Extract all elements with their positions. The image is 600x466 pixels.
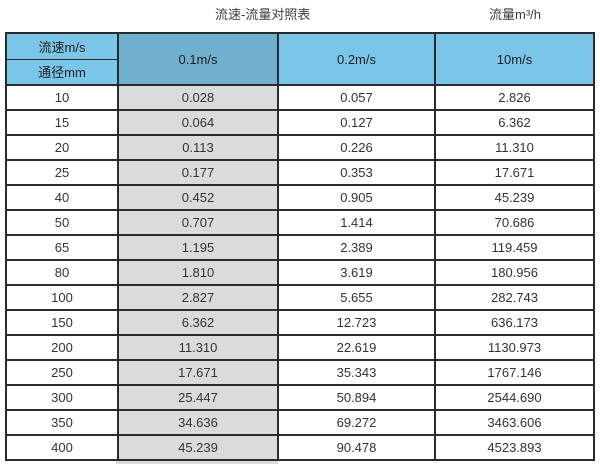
diameter-cell: 40 xyxy=(5,184,119,211)
flow-cell-10ms: 119.459 xyxy=(434,234,595,261)
diameter-cell: 10 xyxy=(5,84,119,111)
flow-cell-0-2ms: 5.655 xyxy=(277,284,436,311)
flow-cell-0-1ms: 0.177 xyxy=(117,159,279,186)
diameter-cell: 350 xyxy=(5,409,119,436)
corner-velocity-label: 流速m/s xyxy=(5,32,119,60)
column-header-0-2ms: 0.2m/s xyxy=(277,32,436,86)
diameter-cell: 65 xyxy=(5,234,119,261)
flow-cell-0-1ms: 0.064 xyxy=(117,109,279,136)
flow-cell-10ms: 17.671 xyxy=(434,159,595,186)
table-row: 25 0.177 0.353 17.671 xyxy=(5,159,595,186)
flow-cell-0-1ms: 1.810 xyxy=(117,259,279,286)
diameter-cell: 20 xyxy=(5,134,119,161)
column-header-10ms: 10m/s xyxy=(434,32,595,86)
flow-cell-10ms: 3463.606 xyxy=(434,409,595,436)
flow-cell-0-2ms: 69.272 xyxy=(277,409,436,436)
table-row: 65 1.195 2.389 119.459 xyxy=(5,234,595,261)
table-row: 10 0.028 0.057 2.826 xyxy=(5,84,595,111)
flow-cell-0-1ms: 34.636 xyxy=(117,409,279,436)
flow-cell-10ms: 70.686 xyxy=(434,209,595,236)
flow-cell-10ms: 2.826 xyxy=(434,84,595,111)
flow-cell-10ms: 11.310 xyxy=(434,134,595,161)
table-row: 15 0.064 0.127 6.362 xyxy=(5,109,595,136)
table-row: 100 2.827 5.655 282.743 xyxy=(5,284,595,311)
flow-cell-0-1ms: 0.113 xyxy=(117,134,279,161)
diameter-cell: 15 xyxy=(5,109,119,136)
flow-cell-0-2ms: 0.905 xyxy=(277,184,436,211)
flow-cell-10ms: 45.239 xyxy=(434,184,595,211)
flow-cell-0-2ms: 22.619 xyxy=(277,334,436,361)
table-row: 40 0.452 0.905 45.239 xyxy=(5,184,595,211)
table-row: 300 25.447 50.894 2544.690 xyxy=(5,384,595,411)
header-row-top: 流速m/s 0.1m/s 0.2m/s 10m/s xyxy=(5,32,595,86)
flow-cell-0-2ms: 90.478 xyxy=(277,434,436,461)
flow-table-header: 流速m/s 0.1m/s 0.2m/s 10m/s 通径mm xyxy=(5,32,595,86)
table-row: 250 17.671 35.343 1767.146 xyxy=(5,359,595,386)
flow-cell-0-1ms: 25.447 xyxy=(117,384,279,411)
corner-diameter-label: 通径mm xyxy=(5,58,119,86)
diameter-cell: 200 xyxy=(5,334,119,361)
table-row: 350 34.636 69.272 3463.606 xyxy=(5,409,595,436)
flow-cell-10ms: 6.362 xyxy=(434,109,595,136)
diameter-cell: 400 xyxy=(5,434,119,461)
table-row: 50 0.707 1.414 70.686 xyxy=(5,209,595,236)
diameter-cell: 25 xyxy=(5,159,119,186)
table-row: 400 45.239 90.478 4523.893 xyxy=(5,434,595,461)
flow-cell-0-1ms: 0.028 xyxy=(117,84,279,111)
flow-cell-0-2ms: 0.127 xyxy=(277,109,436,136)
column-header-0-1ms: 0.1m/s xyxy=(117,32,279,86)
flow-cell-0-1ms: 45.239 xyxy=(117,434,279,461)
table-row: 20 0.113 0.226 11.310 xyxy=(5,134,595,161)
flow-cell-0-2ms: 2.389 xyxy=(277,234,436,261)
flow-cell-10ms: 1767.146 xyxy=(434,359,595,386)
flow-cell-0-1ms: 17.671 xyxy=(117,359,279,386)
flow-unit-label: 流量m³/h xyxy=(489,7,542,22)
table-row: 200 11.310 22.619 1130.973 xyxy=(5,334,595,361)
flow-table-body: 10 0.028 0.057 2.826 15 0.064 0.127 6.36… xyxy=(5,84,595,461)
flow-cell-0-2ms: 0.353 xyxy=(277,159,436,186)
table-row: 80 1.810 3.619 180.956 xyxy=(5,259,595,286)
table-row: 150 6.362 12.723 636.173 xyxy=(5,309,595,336)
flow-cell-0-1ms: 11.310 xyxy=(117,334,279,361)
flow-cell-0-2ms: 50.894 xyxy=(277,384,436,411)
diameter-cell: 250 xyxy=(5,359,119,386)
flow-cell-0-2ms: 35.343 xyxy=(277,359,436,386)
diameter-cell: 100 xyxy=(5,284,119,311)
page-title: 流速-流量对照表 xyxy=(215,7,311,22)
flow-cell-10ms: 2544.690 xyxy=(434,384,595,411)
flow-cell-0-2ms: 0.057 xyxy=(277,84,436,111)
diameter-cell: 50 xyxy=(5,209,119,236)
flow-cell-0-2ms: 0.226 xyxy=(277,134,436,161)
flow-cell-0-2ms: 1.414 xyxy=(277,209,436,236)
flow-cell-0-1ms: 2.827 xyxy=(117,284,279,311)
diameter-cell: 80 xyxy=(5,259,119,286)
flow-cell-10ms: 180.956 xyxy=(434,259,595,286)
flow-cell-10ms: 636.173 xyxy=(434,309,595,336)
flow-cell-0-1ms: 6.362 xyxy=(117,309,279,336)
flow-cell-0-1ms: 0.707 xyxy=(117,209,279,236)
flow-cell-10ms: 282.743 xyxy=(434,284,595,311)
header-row-bottom: 通径mm xyxy=(5,58,594,86)
flow-cell-0-1ms: 1.195 xyxy=(117,234,279,261)
flow-cell-0-1ms: 0.452 xyxy=(117,184,279,211)
diameter-cell: 150 xyxy=(5,309,119,336)
flow-cell-0-2ms: 3.619 xyxy=(277,259,436,286)
flow-cell-10ms: 1130.973 xyxy=(434,334,595,361)
flow-rate-table: 流速m/s 0.1m/s 0.2m/s 10m/s 通径mm 10 0.028 … xyxy=(5,32,595,461)
diameter-cell: 300 xyxy=(5,384,119,411)
flow-cell-10ms: 4523.893 xyxy=(434,434,595,461)
flow-cell-0-2ms: 12.723 xyxy=(277,309,436,336)
